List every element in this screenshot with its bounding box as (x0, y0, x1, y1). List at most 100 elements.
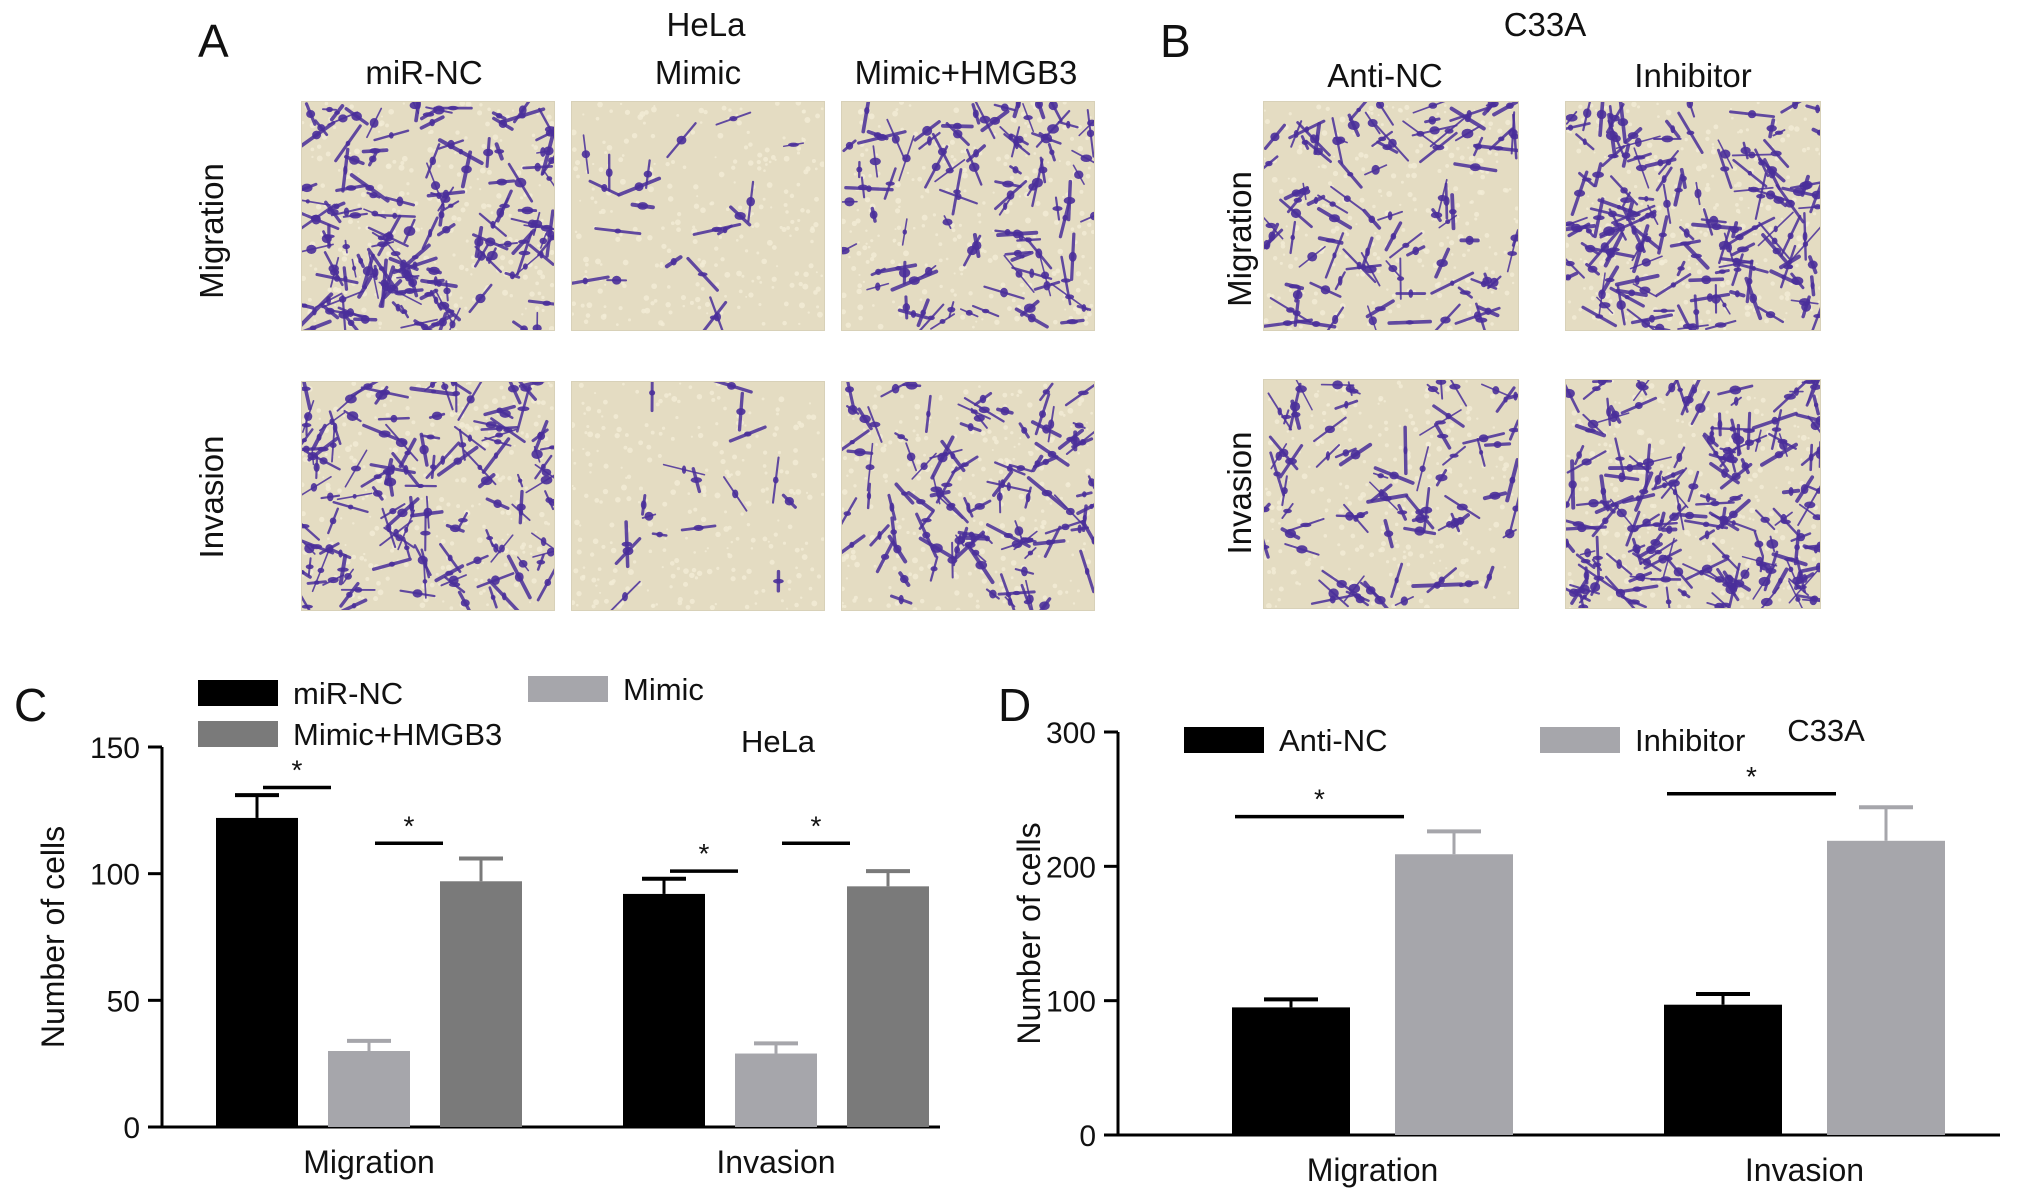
micrograph-speckle (1347, 501, 1353, 506)
micrograph-speckle (690, 130, 696, 135)
micrograph-speckle (1578, 487, 1583, 491)
micrograph-speckle (967, 592, 974, 598)
stained-cell (947, 306, 956, 313)
micrograph-speckle (1705, 129, 1711, 135)
micrograph-speckle (582, 566, 586, 569)
stained-cell (1428, 102, 1438, 109)
stained-cell (1275, 451, 1283, 461)
micrograph-speckle (1014, 315, 1020, 322)
micrograph-speckle (1414, 475, 1420, 481)
stained-cell (1490, 277, 1499, 287)
micrograph-speckle (1083, 542, 1086, 546)
stained-cell (1349, 388, 1359, 394)
micrograph-speckle (1578, 140, 1583, 145)
micrograph-speckle (476, 177, 480, 181)
micrograph-speckle (1313, 291, 1318, 296)
micrograph-speckle (1711, 174, 1715, 178)
stained-cell (1293, 130, 1299, 138)
micrograph-speckle (906, 171, 910, 175)
micrograph-speckle (1327, 605, 1331, 608)
micrograph-speckle (773, 532, 778, 537)
micrograph-speckle (661, 566, 664, 569)
stained-cell (493, 452, 499, 459)
micrograph-speckle (609, 541, 613, 545)
stained-cell (1566, 114, 1578, 122)
micrograph-speckle (939, 284, 943, 289)
stained-cell (1508, 427, 1518, 433)
micrograph-speckle (1604, 292, 1611, 299)
stained-cell (1006, 482, 1011, 492)
micrograph-speckle (585, 406, 592, 412)
micrograph-speckle (1054, 219, 1060, 225)
micrograph-speckle (1760, 413, 1764, 417)
stained-cell (1665, 599, 1672, 605)
micrograph-speckle (735, 536, 740, 541)
micrograph-speckle (572, 129, 577, 136)
stained-cell (1741, 462, 1750, 470)
stained-cell (1722, 582, 1734, 588)
micrograph-speckle (1682, 442, 1686, 446)
micrograph-speckle (697, 473, 701, 478)
micrograph-speckle (951, 467, 954, 471)
stained-cell (1661, 135, 1674, 143)
micrograph-speckle (975, 320, 978, 323)
stained-cell (1627, 132, 1639, 140)
stained-cell (460, 599, 470, 607)
micrograph-speckle (1737, 514, 1743, 519)
micrograph-speckle (1010, 392, 1014, 396)
stained-cell (531, 449, 543, 460)
stained-cell (1039, 601, 1050, 610)
stained-cell (784, 497, 795, 506)
stained-cell (1268, 231, 1276, 241)
micrograph-speckle (1494, 152, 1499, 157)
micrograph-speckle (992, 254, 999, 261)
micrograph-speckle (1019, 282, 1025, 288)
stained-cell (395, 438, 408, 448)
micrograph-speckle (1288, 288, 1293, 292)
micrograph-speckle (746, 501, 752, 507)
micrograph-speckle (604, 151, 608, 155)
micrograph-speckle (756, 251, 760, 255)
micrograph-speckle (1799, 480, 1805, 486)
stained-cell (1602, 517, 1609, 525)
stained-cell (1616, 205, 1622, 210)
stained-cell (1711, 294, 1721, 304)
stained-cell (1747, 170, 1753, 176)
stained-cell (496, 407, 503, 414)
micrograph-speckle (1271, 570, 1277, 575)
micrograph-speckle (670, 221, 675, 226)
stained-cell (317, 567, 325, 573)
stained-cell (1290, 208, 1302, 219)
stained-cell (1721, 468, 1728, 478)
micrograph-speckle (585, 313, 591, 318)
stained-cell (1720, 602, 1731, 607)
micrograph-speckle (594, 433, 601, 439)
stained-cell (1628, 289, 1636, 297)
stained-cell (875, 282, 881, 291)
micrograph-speckle (968, 291, 973, 296)
stained-cell (1379, 491, 1388, 501)
micrograph-speckle (373, 596, 379, 602)
micrograph-speckle (714, 602, 717, 606)
stained-cell (1378, 136, 1387, 142)
micrograph-speckle (766, 239, 773, 246)
stained-cell (1609, 413, 1618, 423)
micrograph-speckle (1040, 524, 1045, 529)
micrograph-speckle (1591, 202, 1594, 205)
micrograph-speckle (522, 550, 526, 554)
stained-cell (1604, 277, 1615, 283)
micrograph-speckle (877, 234, 880, 238)
micrograph-speckle (950, 154, 954, 159)
micrograph-speckle (1456, 146, 1460, 151)
stained-cell (1658, 554, 1668, 564)
micrograph-speckle (766, 182, 773, 188)
micrograph-speckle (1594, 109, 1598, 112)
micrograph-speckle (882, 473, 889, 479)
stained-cell (927, 315, 935, 321)
micrograph-speckle (655, 603, 659, 606)
micrograph-speckle (1075, 271, 1082, 277)
stained-cell (1356, 512, 1365, 519)
micrograph-speckle (1429, 434, 1434, 439)
micrograph-speckle (339, 517, 343, 520)
stained-cell (1722, 302, 1727, 308)
